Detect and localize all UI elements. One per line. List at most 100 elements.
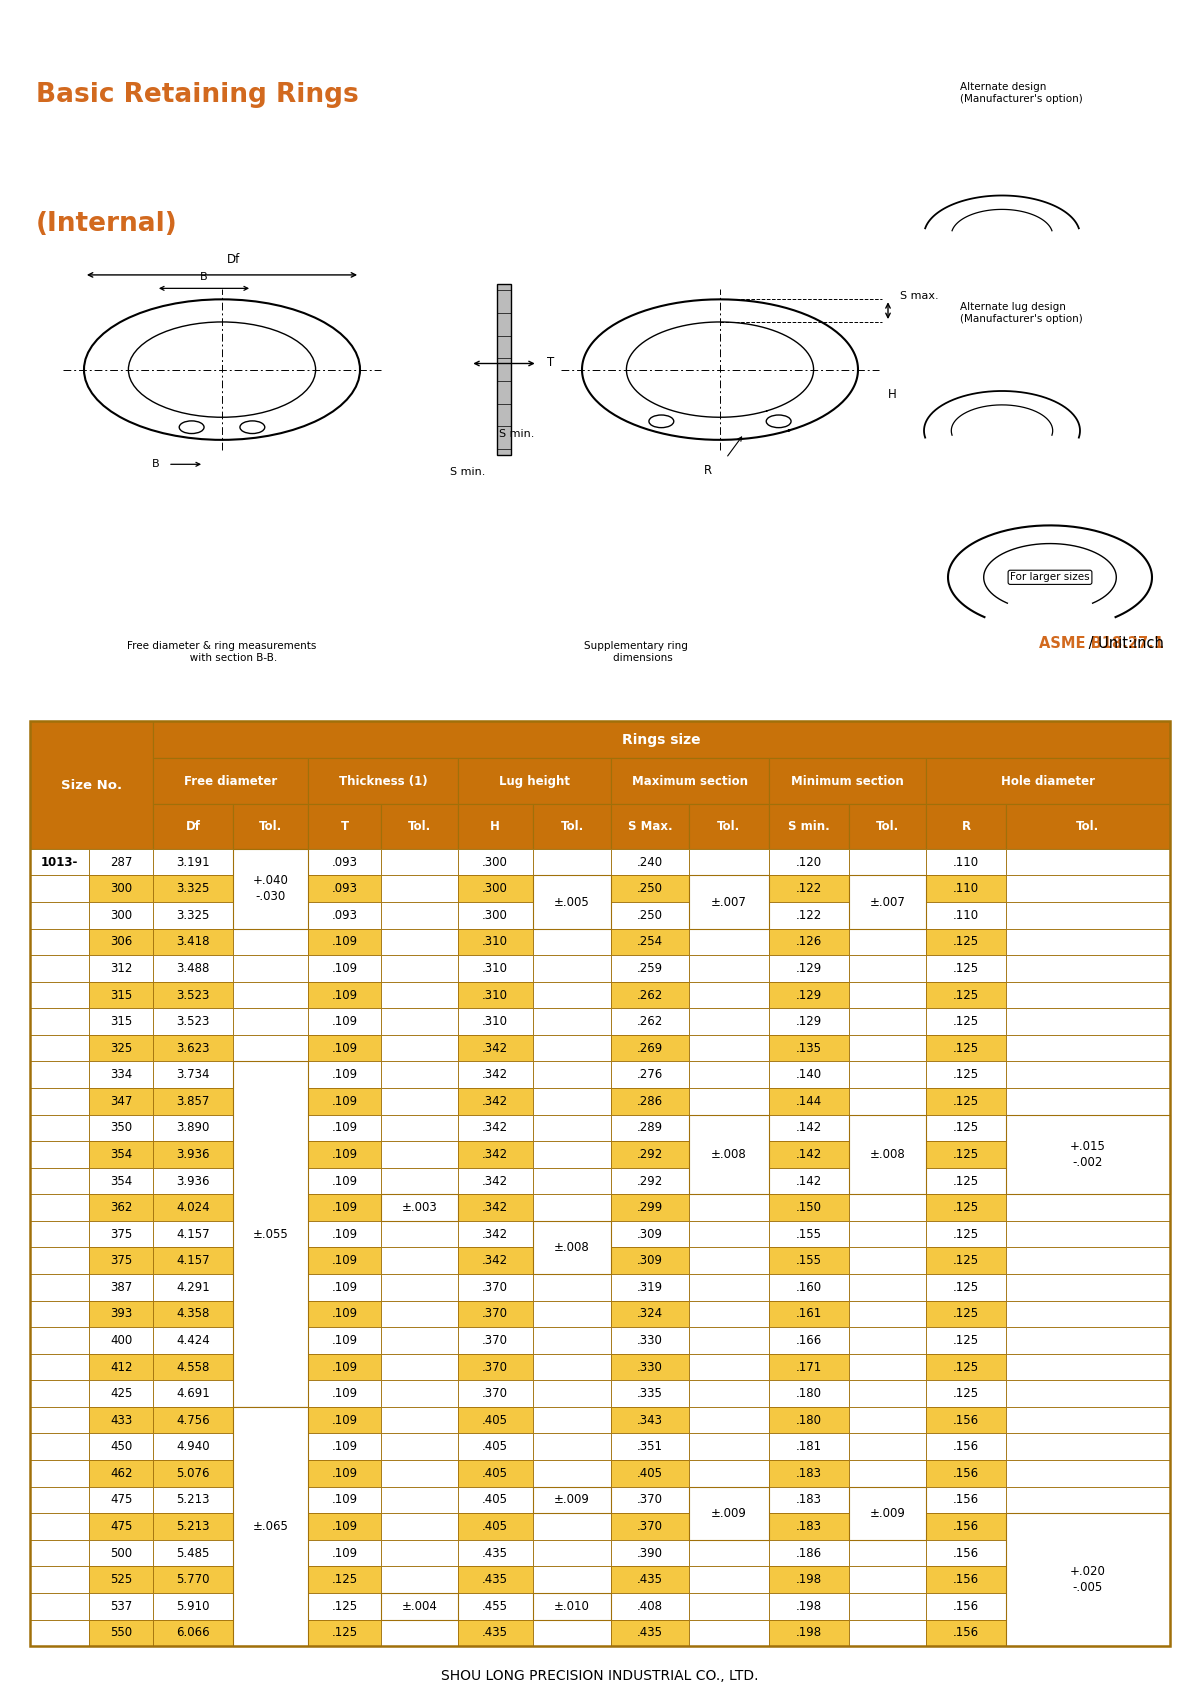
Text: .299: .299 — [637, 1201, 664, 1213]
Bar — [769, 804, 848, 848]
Text: .156: .156 — [953, 1546, 979, 1560]
Bar — [848, 876, 926, 903]
Bar — [308, 1354, 382, 1380]
Bar — [233, 1115, 308, 1140]
Bar — [689, 1195, 769, 1220]
Text: R: R — [961, 820, 971, 833]
Bar — [89, 1327, 154, 1354]
Text: .408: .408 — [637, 1600, 664, 1612]
Text: .198: .198 — [796, 1600, 822, 1612]
Bar — [308, 928, 382, 955]
Bar — [689, 1407, 769, 1434]
Text: 4.940: 4.940 — [176, 1441, 210, 1453]
Bar — [769, 1487, 848, 1514]
Bar — [457, 1593, 533, 1619]
Text: .109: .109 — [331, 1334, 358, 1347]
Text: 475: 475 — [110, 1521, 132, 1532]
Text: 5.213: 5.213 — [176, 1521, 210, 1532]
Text: .405: .405 — [482, 1521, 508, 1532]
Text: .342: .342 — [482, 1042, 508, 1054]
Bar — [308, 1407, 382, 1434]
Bar — [769, 928, 848, 955]
Bar — [382, 1061, 457, 1088]
Bar — [1006, 1514, 1170, 1539]
Bar — [308, 1088, 382, 1115]
Text: 3.418: 3.418 — [176, 935, 210, 949]
Bar — [1006, 1539, 1170, 1566]
Text: 306: 306 — [110, 935, 132, 949]
Bar — [533, 1380, 612, 1407]
Text: .254: .254 — [637, 935, 664, 949]
Bar — [533, 903, 612, 928]
Bar — [89, 1300, 154, 1327]
Text: .342: .342 — [482, 1147, 508, 1161]
Bar — [533, 1514, 612, 1539]
Text: 550: 550 — [110, 1626, 132, 1639]
Bar — [233, 1407, 308, 1434]
Bar — [30, 903, 89, 928]
Bar — [533, 1008, 612, 1035]
Bar — [926, 1140, 1006, 1168]
Bar — [154, 1593, 233, 1619]
Bar — [30, 955, 89, 983]
Bar — [382, 848, 457, 876]
Bar — [308, 1115, 382, 1140]
Bar — [926, 1008, 1006, 1035]
Text: .342: .342 — [482, 1201, 508, 1213]
Bar — [689, 1008, 769, 1035]
Bar — [612, 1434, 689, 1459]
Bar — [457, 1354, 533, 1380]
Text: Tol.: Tol. — [259, 820, 282, 833]
Bar — [926, 1619, 1006, 1646]
Bar — [89, 1088, 154, 1115]
Text: .109: .109 — [331, 1042, 358, 1054]
Bar — [926, 928, 1006, 955]
Bar — [382, 1487, 457, 1514]
Bar — [612, 1088, 689, 1115]
Bar — [1006, 1354, 1170, 1380]
Text: .161: .161 — [796, 1307, 822, 1320]
Bar — [382, 1008, 457, 1035]
Text: .435: .435 — [482, 1626, 508, 1639]
Bar — [233, 903, 308, 928]
Bar — [457, 1247, 533, 1274]
Bar — [769, 903, 848, 928]
Bar — [533, 1619, 612, 1646]
Bar — [533, 1487, 612, 1514]
Bar — [533, 1300, 612, 1327]
Text: 4.024: 4.024 — [176, 1201, 210, 1213]
Bar — [30, 1300, 89, 1327]
Bar — [689, 1247, 769, 1274]
Text: .310: .310 — [482, 962, 508, 976]
Bar — [30, 721, 154, 848]
Text: .110: .110 — [953, 882, 979, 896]
Bar — [848, 876, 926, 928]
Text: .125: .125 — [331, 1600, 358, 1612]
Bar — [612, 848, 689, 876]
Text: .093: .093 — [331, 855, 358, 869]
Text: .125: .125 — [953, 1281, 979, 1293]
Bar — [769, 759, 926, 804]
Bar — [154, 1514, 233, 1539]
Bar — [308, 983, 382, 1008]
Bar — [154, 1434, 233, 1459]
Bar — [1006, 1619, 1170, 1646]
Text: .330: .330 — [637, 1334, 664, 1347]
Bar — [154, 1247, 233, 1274]
Text: S min.: S min. — [787, 820, 829, 833]
Text: ASME B18.27.1: ASME B18.27.1 — [1039, 636, 1164, 650]
Bar — [1006, 1380, 1170, 1407]
Bar — [926, 876, 1006, 903]
Bar — [30, 1434, 89, 1459]
Bar — [926, 1247, 1006, 1274]
Text: 315: 315 — [110, 989, 132, 1001]
Bar — [308, 1593, 382, 1619]
Bar — [1006, 1008, 1170, 1035]
Bar — [533, 1327, 612, 1354]
Bar — [233, 1566, 308, 1593]
Bar — [233, 1008, 308, 1035]
Bar — [612, 1407, 689, 1434]
Bar — [30, 1407, 89, 1434]
Bar — [1006, 955, 1170, 983]
Bar — [689, 1434, 769, 1459]
